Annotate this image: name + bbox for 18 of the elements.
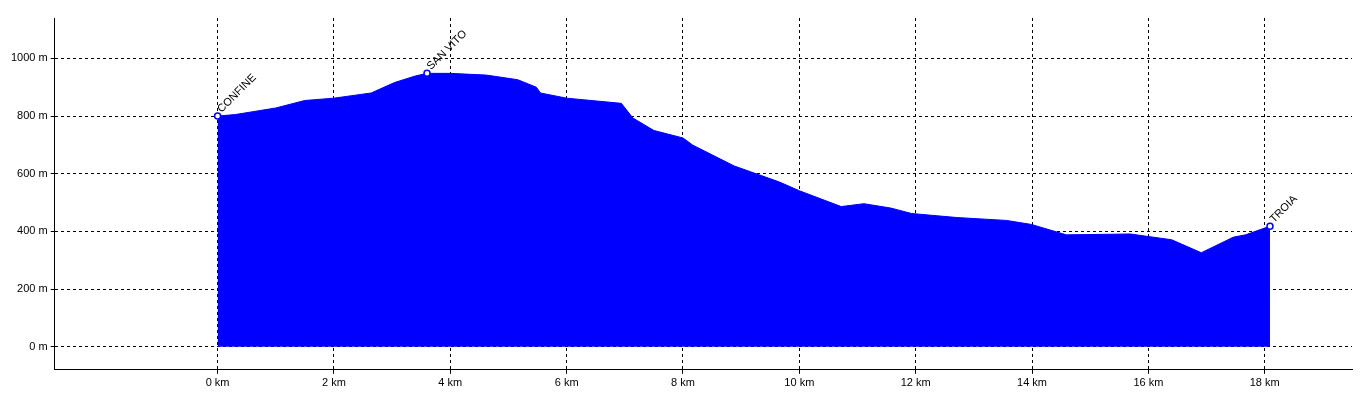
y-tick-label: 1000 m: [10, 51, 48, 64]
y-tick-label: 400 m: [17, 224, 48, 237]
x-tick-label: 2 km: [322, 376, 346, 389]
point: [1266, 222, 1274, 230]
x-tick-label: 18 km: [1249, 376, 1280, 389]
y-tick-label: 200 m: [17, 282, 48, 295]
x-tick-label: 10 km: [784, 376, 815, 389]
point: [213, 112, 222, 120]
x-tick-label: 14 km: [1017, 376, 1048, 389]
x-tick-label: 4 km: [438, 376, 463, 389]
x-tick-label: 6 km: [554, 376, 579, 389]
y-tick-label: 800 m: [17, 109, 48, 122]
y-tick-label: 600 m: [17, 166, 48, 179]
x-tick-label: 16 km: [1133, 376, 1164, 389]
x-tick-label: 0 km: [205, 376, 230, 389]
x-tick-label: 12 km: [900, 376, 931, 389]
x-tick-label: 8 km: [671, 376, 695, 389]
y-tick-label: 0 m: [29, 339, 48, 352]
